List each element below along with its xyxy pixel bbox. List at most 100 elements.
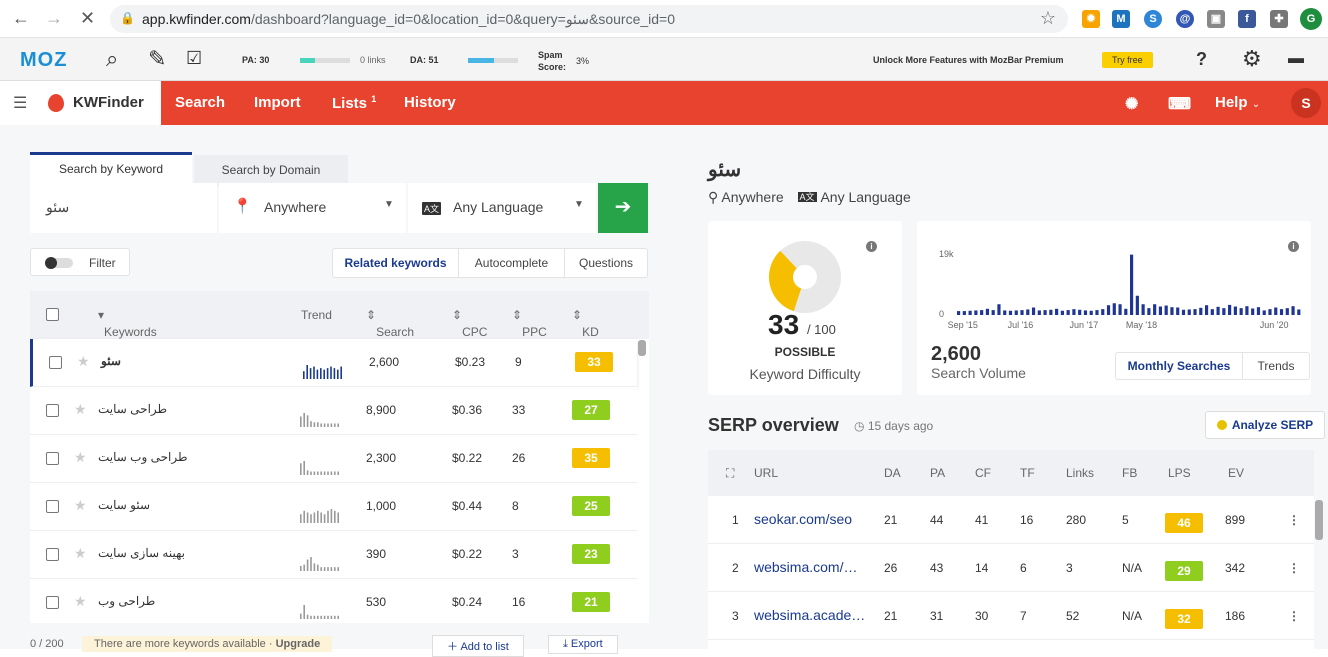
tab-autocomplete[interactable]: Autocomplete (459, 249, 565, 277)
favorite-star-icon[interactable]: ★ (77, 353, 90, 369)
row-more-icon[interactable]: ⋮ (1288, 513, 1300, 527)
extension-m-icon[interactable]: M (1112, 10, 1130, 28)
highlighter-pen-icon[interactable]: ✎ (148, 46, 167, 71)
row-checkbox[interactable] (46, 548, 59, 561)
row-checkbox[interactable] (46, 404, 59, 417)
serp-row[interactable]: 1 seokar.com/seo 21 44 41 16 280 5 899 46 ⋮ (708, 496, 1314, 544)
export-button[interactable]: ⤓ Export (548, 635, 618, 654)
search-submit-button[interactable]: ➔ (598, 183, 648, 233)
serp-row[interactable]: 3 websima.academy/seo 21 31 30 7 52 N/A 186 32 ⋮ (708, 592, 1314, 640)
trend-bar (310, 514, 312, 523)
nav-history[interactable]: History (404, 94, 456, 111)
col-keywords[interactable]: ▾ Keywords (98, 308, 157, 339)
row-checkbox[interactable] (46, 500, 59, 513)
serp-url-link[interactable]: seokar.com/seo (754, 511, 853, 527)
chevron-down-icon: ▼ (574, 199, 584, 210)
table-row[interactable]: ★ سئو سایت 1,000 $0.44 8 25 (30, 483, 637, 531)
forward-icon[interactable]: → (45, 8, 63, 28)
add-to-list-button[interactable]: ＋ Add to list (432, 635, 524, 657)
favorite-star-icon[interactable]: ★ (74, 449, 87, 465)
location-select[interactable]: 📍 Anywhere ▼ (219, 183, 406, 233)
row-checkbox[interactable] (46, 452, 59, 465)
row-checkbox[interactable] (46, 596, 59, 609)
hamburger-menu-icon[interactable]: ☰ (13, 95, 28, 112)
page-analysis-icon[interactable]: ⌕ (106, 46, 119, 71)
table-row[interactable]: ★ بهینه سازی سایت 390 $0.22 3 23 (30, 531, 637, 579)
table-row[interactable]: ★ طراحی سایت 8,900 $0.36 33 27 (30, 387, 637, 435)
favorite-star-icon[interactable]: ★ (74, 497, 87, 513)
app-switcher-icon[interactable]: ✺ (1125, 96, 1139, 113)
table-scrollbar[interactable] (638, 340, 646, 356)
info-icon[interactable]: i (1288, 241, 1299, 252)
filter-toggle[interactable]: Filter (30, 248, 130, 276)
nav-import[interactable]: Import (254, 94, 301, 111)
extension-facebook-icon[interactable]: f (1238, 10, 1256, 28)
row-checkbox[interactable] (49, 356, 62, 369)
nav-search[interactable]: Search (175, 94, 226, 111)
table-row[interactable]: ★ سئو 2,600 $0.23 9 33 (30, 339, 637, 387)
tab-trends[interactable]: Trends (1257, 359, 1295, 373)
keyword-cell[interactable]: طراحی سایت (98, 402, 168, 416)
extension-s-icon[interactable]: S (1144, 10, 1162, 28)
keyword-cell[interactable]: طراحی وب سایت (98, 450, 188, 464)
keyword-checklist-icon[interactable]: ☑ (186, 48, 203, 68)
col-search[interactable]: ⇕ Search (366, 308, 415, 339)
profile-avatar[interactable]: G (1300, 8, 1322, 30)
table-row[interactable]: ★ طراحی وب سایت 2,300 $0.22 26 35 (30, 435, 637, 483)
keyword-input[interactable]: سئو (30, 183, 217, 233)
extensions-puzzle-icon[interactable]: ✚ (1270, 10, 1288, 28)
serp-scrollbar[interactable] (1315, 500, 1323, 540)
expand-icon[interactable]: ⛶ (726, 466, 735, 480)
row-more-icon[interactable]: ⋮ (1288, 609, 1300, 623)
col-kd[interactable]: ⇕ KD (572, 308, 599, 339)
extension-camera-icon[interactable]: ▣ (1207, 10, 1225, 28)
search-volume-card: i 19k 0 Sep '15 Jul '16 Jun '17 May '18 Jun '2… (917, 221, 1311, 395)
tab-questions[interactable]: Questions (578, 256, 634, 270)
col-cpc[interactable]: ⇕ CPC (452, 308, 488, 339)
col-ppc[interactable]: ⇕ PPC (512, 308, 547, 339)
favorite-star-icon[interactable]: ★ (74, 593, 87, 609)
extension-a-icon[interactable]: @ (1176, 10, 1194, 28)
tab-related-keywords[interactable]: Related keywords (333, 249, 459, 277)
toggle-switch[interactable] (45, 257, 73, 269)
serp-rank: 2 (732, 561, 739, 575)
help-menu[interactable]: Help ⌄ (1215, 94, 1260, 111)
trend-bar (337, 512, 339, 523)
analyze-serp-button[interactable]: Analyze SERP (1205, 411, 1325, 439)
tab-search-by-keyword[interactable]: Search by Keyword (30, 152, 192, 183)
volume-bar (1106, 305, 1111, 315)
trend-bar (323, 369, 325, 379)
favorite-star-icon[interactable]: ★ (74, 401, 87, 417)
select-all-checkbox[interactable] (46, 308, 59, 321)
favorite-star-icon[interactable]: ★ (74, 545, 87, 561)
extension-sun-icon[interactable]: ✹ (1082, 10, 1100, 28)
serp-row[interactable]: 2 websima.com/طراحی-سایت 26 43 14 6 3 N/A 342 29 ⋮ (708, 544, 1314, 592)
keyword-cell[interactable]: بهینه سازی سایت (98, 546, 185, 560)
info-icon[interactable]: i (866, 241, 877, 252)
back-icon[interactable]: ← (12, 8, 30, 28)
stop-loading-icon[interactable]: ✕ (80, 8, 96, 28)
serp-url-link[interactable]: websima.academy/seo (754, 607, 870, 623)
table-row[interactable]: ★ طراحی وب 530 $0.24 16 21 (30, 579, 637, 623)
keyword-cell[interactable]: سئو سایت (98, 498, 151, 512)
volume-bar (1003, 310, 1007, 315)
trend-bar (300, 514, 302, 523)
mozbar-minimize-icon[interactable]: ▬ (1288, 50, 1304, 67)
bookmark-star-icon[interactable]: ☆ (1039, 8, 1056, 28)
keyboard-icon[interactable]: ⌨ (1168, 96, 1192, 113)
mozbar-settings-gear-icon[interactable]: ⚙ (1242, 46, 1262, 71)
try-free-button[interactable]: Try free (1102, 52, 1153, 68)
upgrade-link[interactable]: Upgrade (275, 638, 321, 650)
row-more-icon[interactable]: ⋮ (1288, 561, 1300, 575)
keyword-cell[interactable]: طراحی وب (98, 594, 156, 608)
serp-url-link[interactable]: websima.com/طراحی-سایت (754, 559, 870, 575)
language-select[interactable]: A文 Any Language ▼ (408, 183, 596, 233)
tab-search-by-domain[interactable]: Search by Domain (194, 155, 348, 186)
keyword-cell[interactable]: سئو (101, 354, 121, 368)
tab-monthly-searches[interactable]: Monthly Searches (1116, 353, 1243, 379)
volume-bar (1291, 306, 1295, 315)
user-avatar[interactable]: S (1291, 88, 1321, 118)
address-bar[interactable]: 🔒 app.kwfinder.com/dashboard?language_id… (110, 5, 1068, 33)
help-question-icon[interactable]: ? (1196, 49, 1207, 69)
nav-lists[interactable]: Lists 1 (332, 94, 376, 112)
